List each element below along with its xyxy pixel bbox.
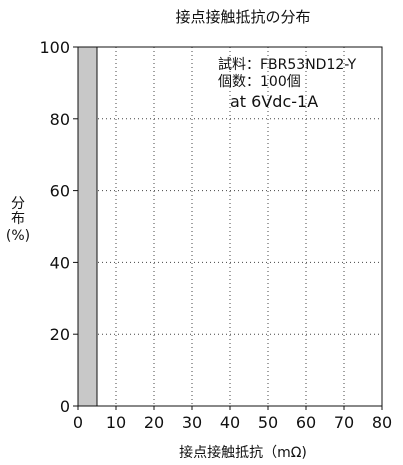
x-tick-label: 60 [296, 413, 316, 432]
y-axis-label: 分 布 (%) [6, 196, 30, 244]
grid-lines [78, 47, 382, 406]
x-tick-label: 50 [258, 413, 278, 432]
y-tick-label: 80 [50, 110, 70, 129]
x-tick-label: 40 [220, 413, 240, 432]
y-axis-label-line-2: 布 [11, 211, 25, 227]
y-tick-label: 0 [60, 397, 70, 416]
bars [77, 46, 98, 407]
chart-title: 接点接触抵抗の分布 [175, 8, 310, 26]
y-axis-label-line-1: 分 [11, 196, 25, 212]
x-tick-label: 20 [144, 413, 164, 432]
x-axis-label: 接点接触抵抗（mΩ) [179, 444, 307, 461]
y-tick-label: 100 [39, 38, 70, 57]
condition-annotation: at 6Vdc-1A [230, 92, 318, 111]
y-tick-label: 40 [50, 253, 70, 272]
x-tick-label: 80 [372, 413, 392, 432]
y-tick-label: 60 [50, 182, 70, 201]
histogram-bar [77, 46, 98, 407]
annotation-block: 試料：FBR53ND12-Y 個数：100個 at 6Vdc-1A [218, 57, 357, 111]
x-tick-label: 10 [106, 413, 126, 432]
y-axis-label-line-3: (%) [6, 228, 30, 244]
x-tick-label: 70 [334, 413, 354, 432]
x-tick-label: 30 [182, 413, 202, 432]
sample-annotation: 試料：FBR53ND12-Y [218, 57, 357, 73]
x-tick-label: 0 [73, 413, 83, 432]
y-tick-label: 20 [50, 325, 70, 344]
axis-ticks: 0 10 20 30 40 50 60 70 80 0 20 40 60 80 100 [39, 38, 392, 432]
count-annotation: 個数：100個 [218, 74, 301, 90]
